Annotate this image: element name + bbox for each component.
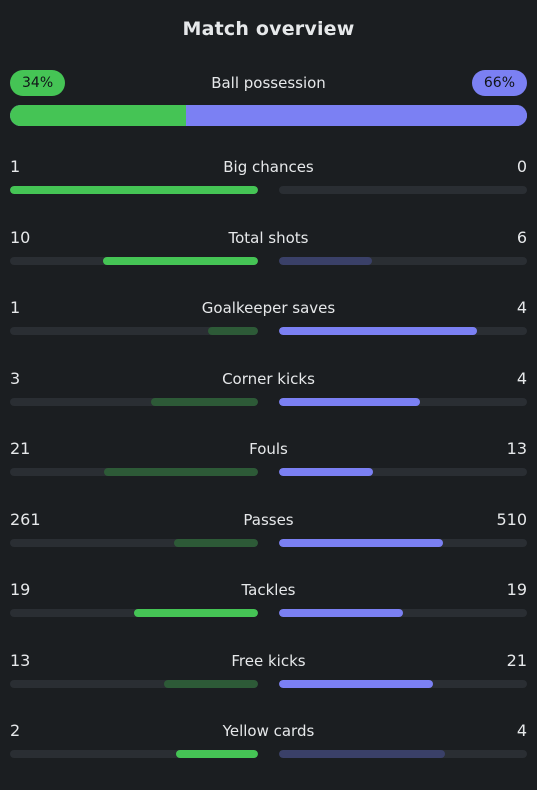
stat-row: 19 Tackles 19 <box>10 578 527 649</box>
away-stat-bar-fill <box>279 468 374 476</box>
home-stat-bar-fill <box>151 397 258 406</box>
home-stat-bar-fill <box>176 750 258 758</box>
away-stat-bar <box>279 750 527 758</box>
home-stat-value: 13 <box>10 650 31 670</box>
home-stat-bar-fill <box>173 538 258 547</box>
stat-label: Big chances <box>223 158 314 176</box>
stat-row: 21 Fouls 13 <box>10 437 527 508</box>
away-stat-bar-fill <box>279 327 478 335</box>
stat-row: 261 Passes 510 <box>10 508 527 579</box>
away-stat-bar <box>279 327 527 335</box>
home-stat-bar-fill <box>103 256 258 265</box>
home-stat-bar-fill <box>163 679 258 688</box>
away-stat-bar-fill <box>279 256 372 265</box>
stat-row: 13 Free kicks 21 <box>10 649 527 720</box>
home-stat-value: 10 <box>10 227 31 247</box>
home-stat-bar <box>10 679 258 688</box>
away-stat-value: 4 <box>516 368 527 388</box>
possession-bar-away <box>185 105 527 126</box>
away-possession-badge: 66% <box>471 70 527 96</box>
home-stat-bar <box>10 186 258 194</box>
away-stat-value: 510 <box>496 509 527 529</box>
home-stat-bar <box>10 609 258 617</box>
away-stat-value: 6 <box>516 227 527 247</box>
away-stat-bar-fill <box>279 538 443 547</box>
away-stat-bar <box>279 609 527 617</box>
home-stat-bar-fill <box>104 468 258 476</box>
possession-bar-home <box>10 105 186 126</box>
home-stat-bar <box>10 750 258 758</box>
away-stat-value: 0 <box>516 157 527 176</box>
stat-row: 1 Goalkeeper saves 4 <box>10 296 527 367</box>
away-stat-value: 13 <box>506 439 527 458</box>
away-stat-bar <box>279 538 527 547</box>
away-stat-bar-fill <box>279 679 433 688</box>
away-stat-bar <box>279 468 527 476</box>
stat-label: Fouls <box>249 440 288 458</box>
home-stat-bar <box>10 397 258 406</box>
stat-row: 10 Total shots 6 <box>10 226 527 297</box>
home-stat-value: 1 <box>10 157 21 176</box>
away-stat-bar-fill <box>279 397 421 406</box>
stat-label: Goalkeeper saves <box>201 299 336 317</box>
stat-row: 3 Corner kicks 4 <box>10 367 527 438</box>
possession-bar <box>10 105 527 126</box>
home-stat-value: 3 <box>10 368 21 388</box>
away-stat-bar <box>279 397 527 406</box>
stat-label: Total shots <box>228 228 309 247</box>
home-stat-bar <box>10 327 258 335</box>
home-stat-bar-fill <box>134 609 258 617</box>
stat-row: 1 Big chances 0 <box>10 155 527 226</box>
away-stat-bar-fill <box>279 609 403 617</box>
stat-label: Tackles <box>241 581 296 599</box>
home-stat-bar <box>10 256 258 265</box>
away-stat-bar-fill <box>279 750 446 758</box>
home-stat-value: 21 <box>10 439 31 458</box>
page-title: Match overview <box>182 18 355 40</box>
stat-label: Yellow cards <box>222 722 315 740</box>
away-stat-value: 19 <box>506 580 527 599</box>
home-stat-bar <box>10 538 258 547</box>
stat-label: Free kicks <box>231 651 306 670</box>
away-stat-bar <box>279 256 527 265</box>
stat-row: 2 Yellow cards 4 <box>10 719 527 790</box>
home-possession-badge: 34% <box>10 70 66 96</box>
away-stat-bar <box>279 679 527 688</box>
away-stat-value: 4 <box>516 298 527 317</box>
home-stat-value: 2 <box>10 721 21 740</box>
away-stat-bar <box>279 186 527 194</box>
home-stat-bar <box>10 468 258 476</box>
away-stat-value: 21 <box>506 650 527 670</box>
stat-label: Passes <box>243 510 294 529</box>
home-stat-value: 19 <box>10 580 31 599</box>
home-stat-value: 1 <box>10 298 21 317</box>
possession-label: Ball possession <box>211 74 326 92</box>
ball-possession-block: 34% Ball possession 66% <box>10 70 527 128</box>
home-stat-value: 261 <box>10 509 41 529</box>
away-stat-value: 4 <box>516 721 527 740</box>
home-stat-bar-fill <box>10 186 258 194</box>
home-stat-bar-fill <box>208 327 258 335</box>
stats-list: 1 Big chances 0 10 Total shots 6 1 Goalkeeper s… <box>10 155 527 790</box>
stat-label: Corner kicks <box>222 369 315 388</box>
